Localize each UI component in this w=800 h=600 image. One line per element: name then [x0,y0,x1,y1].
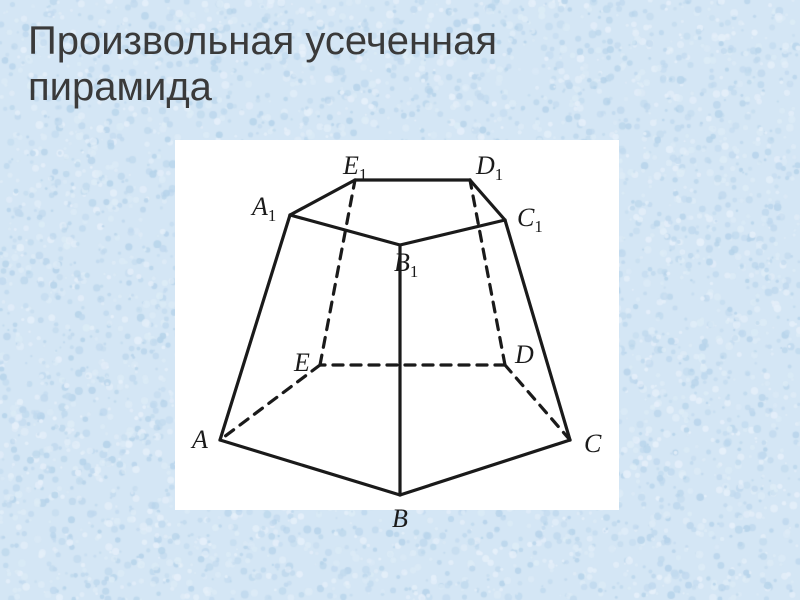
vertex-label-C: C [584,429,601,459]
vertex-label-A1: A1 [252,192,276,226]
vertex-label-B: B [392,504,408,534]
hidden-edge-D-D1 [470,180,505,365]
edge-B1-C1 [400,220,505,245]
vertex-label-E1: E1 [343,151,367,185]
vertex-label-B1: B1 [394,248,418,282]
edge-A-B [220,440,400,495]
vertex-label-D: D [515,340,534,370]
edge-A-A1 [220,215,290,440]
vertex-label-E: E [294,348,310,378]
pyramid-svg [175,140,619,510]
hidden-edge-E-E1 [320,180,355,365]
truncated-pyramid-figure: ABCDEA1B1C1D1E1 [175,140,619,510]
vertex-label-A: A [192,425,208,455]
vertex-label-D1: D1 [476,151,503,185]
edge-C-C1 [505,220,570,440]
vertex-label-C1: C1 [517,203,543,237]
edge-B-C [400,440,570,495]
slide-title: Произвольная усеченная пирамида [28,18,772,110]
